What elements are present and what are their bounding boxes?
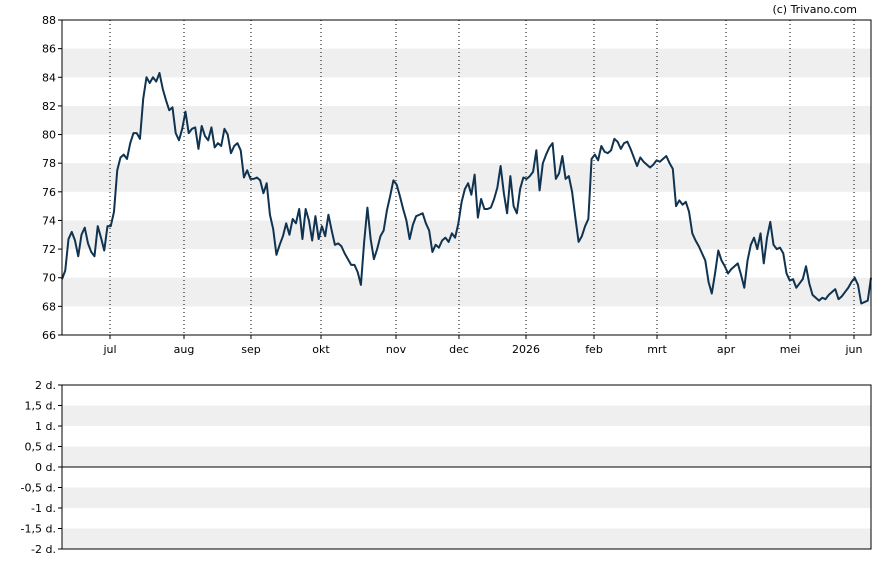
main-grid-bands — [62, 48, 871, 307]
y-tick-label: 86 — [42, 43, 56, 56]
y-tick-label: -1,5 d. — [21, 523, 56, 536]
deviation-grid-bands — [62, 405, 871, 549]
y-tick-label: 74 — [42, 214, 56, 227]
credit-label: (c) Trivano.com — [772, 3, 857, 16]
grid-band — [62, 405, 871, 426]
y-tick-label: 68 — [42, 300, 56, 313]
x-tick-label: mrt — [647, 343, 667, 356]
grid-band — [62, 220, 871, 250]
grid-band — [62, 105, 871, 135]
y-tick-label: 0,5 d. — [25, 441, 56, 454]
x-tick-label: mei — [780, 343, 801, 356]
y-tick-label: -0,5 d. — [21, 482, 56, 495]
x-tick-label: 2026 — [512, 343, 540, 356]
y-tick-label: 82 — [42, 100, 56, 113]
grid-band — [62, 487, 871, 508]
y-tick-label: -2 d. — [31, 543, 56, 556]
y-tick-label: 66 — [42, 329, 56, 342]
y-tick-label: 88 — [42, 14, 56, 27]
month-gridlines — [109, 20, 855, 335]
x-tick-label: sep — [241, 343, 260, 356]
y-tick-label: 0 d. — [35, 461, 56, 474]
grid-band — [62, 277, 871, 307]
y-tick-label: 70 — [42, 272, 56, 285]
grid-band — [62, 48, 871, 78]
y-tick-label: 2 d. — [35, 379, 56, 392]
grid-band — [62, 528, 871, 549]
main-x-axis-ticks: jul aug sep okt nov dec 2026 feb mrt apr mei jun — [102, 335, 863, 356]
deviation-chart: -2 d. -1,5 d. -1 d. -0,5 d. 0 d. 0,5 d. 1 d. 1,… — [21, 379, 872, 556]
y-tick-label: 1,5 d. — [25, 400, 56, 413]
main-plot-frame — [61, 19, 872, 336]
y-tick-label: 76 — [42, 186, 56, 199]
y-tick-label: 84 — [42, 71, 56, 84]
grid-band — [62, 446, 871, 467]
x-tick-label: feb — [585, 343, 603, 356]
x-tick-label: apr — [717, 343, 736, 356]
y-tick-label: 80 — [42, 129, 56, 142]
y-tick-label: 1 d. — [35, 420, 56, 433]
y-tick-label: -1 d. — [31, 502, 56, 515]
x-tick-label: jun — [845, 343, 863, 356]
x-tick-label: okt — [312, 343, 330, 356]
x-tick-label: jul — [102, 343, 116, 356]
main-price-chart: 66 68 70 72 74 76 78 80 82 84 86 88 jul aug sep okt nov… — [42, 14, 872, 356]
x-tick-label: dec — [449, 343, 469, 356]
price-series-line — [61, 71, 872, 305]
y-tick-label: 72 — [42, 243, 56, 256]
y-tick-label: 78 — [42, 157, 56, 170]
main-y-axis-ticks: 66 68 70 72 74 76 78 80 82 84 86 88 — [42, 14, 62, 342]
x-tick-label: aug — [174, 343, 195, 356]
x-tick-label: nov — [386, 343, 407, 356]
deviation-y-axis-ticks: -2 d. -1,5 d. -1 d. -0,5 d. 0 d. 0,5 d. 1 d. 1,… — [21, 379, 62, 556]
